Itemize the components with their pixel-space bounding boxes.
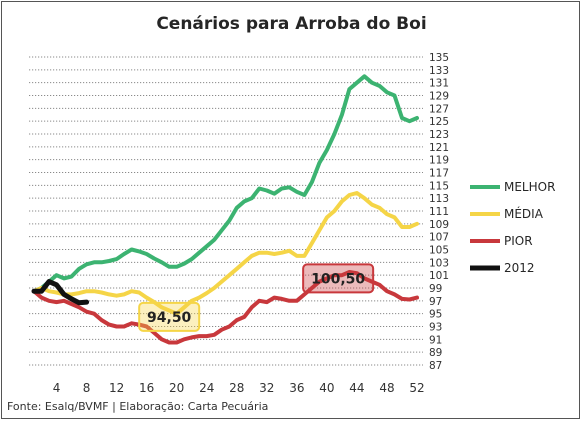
annotation-label: 94,50 bbox=[147, 310, 192, 326]
y-tick-label: 121 bbox=[429, 142, 449, 154]
grid-lines bbox=[29, 56, 423, 366]
y-tick-label: 91 bbox=[429, 334, 442, 346]
y-tick-label: 115 bbox=[429, 180, 449, 192]
series-line-pior bbox=[32, 270, 419, 345]
legend-label: 2012 bbox=[504, 261, 535, 275]
y-tick-label: 93 bbox=[429, 322, 442, 334]
source-note: Fonte: Esalq/BVMF | Elaboração: Carta Pe… bbox=[7, 400, 269, 413]
series-line-2012 bbox=[31, 279, 90, 306]
annotations: 94,50 100,50 bbox=[138, 263, 375, 332]
y-tick-label: 99 bbox=[429, 283, 442, 295]
annotation-box bbox=[138, 301, 201, 332]
annotation-box bbox=[302, 263, 375, 294]
series-line-melhor bbox=[32, 74, 419, 294]
y-tick-label: 101 bbox=[429, 270, 449, 282]
series-lines bbox=[31, 74, 419, 345]
legend: MELHOR MÉDIA PIOR 2012 bbox=[470, 180, 555, 275]
x-tick-label: 40 bbox=[319, 381, 334, 395]
x-tick-label: 28 bbox=[229, 381, 244, 395]
x-tick-label: 48 bbox=[379, 381, 394, 395]
y-tick-label: 125 bbox=[429, 116, 449, 128]
y-tick-label: 117 bbox=[429, 168, 449, 180]
y-tick-label: 133 bbox=[429, 65, 449, 77]
x-tick-label: 12 bbox=[109, 381, 124, 395]
x-tick-label: 4 bbox=[53, 381, 61, 395]
y-tick-label: 111 bbox=[429, 206, 449, 218]
y-tick-label: 105 bbox=[429, 245, 449, 257]
y-tick-label: 131 bbox=[429, 78, 449, 90]
y-tick-label: 113 bbox=[429, 193, 449, 205]
x-tick-label: 52 bbox=[409, 381, 424, 395]
chart-title: Cenários para Arroba do Boi bbox=[156, 14, 427, 34]
legend-label: MELHOR bbox=[504, 180, 555, 194]
y-tick-label: 109 bbox=[429, 219, 449, 231]
annotation-label: 100,50 bbox=[311, 271, 365, 287]
y-tick-label: 135 bbox=[429, 52, 449, 64]
legend-label: PIOR bbox=[504, 234, 533, 248]
x-axis-ticks: 4 8 12 16 20 24 28 32 36 40 44 48 52 bbox=[53, 381, 425, 395]
y-tick-label: 119 bbox=[429, 155, 449, 167]
legend-label: MÉDIA bbox=[504, 206, 544, 221]
x-tick-label: 24 bbox=[199, 381, 214, 395]
y-tick-label: 95 bbox=[429, 309, 442, 321]
y-tick-label: 103 bbox=[429, 257, 449, 269]
x-tick-label: 44 bbox=[349, 381, 364, 395]
y-axis-ticks: 8789919395979910110310510710911111311511… bbox=[429, 52, 449, 372]
y-tick-label: 127 bbox=[429, 103, 449, 115]
x-tick-label: 32 bbox=[259, 381, 274, 395]
y-tick-label: 107 bbox=[429, 232, 449, 244]
x-tick-label: 36 bbox=[289, 381, 304, 395]
y-tick-label: 97 bbox=[429, 296, 442, 308]
series-line-média bbox=[32, 191, 419, 316]
y-tick-label: 89 bbox=[429, 347, 442, 359]
y-tick-label: 123 bbox=[429, 129, 449, 141]
x-tick-label: 8 bbox=[83, 381, 91, 395]
y-tick-label: 87 bbox=[429, 360, 442, 372]
x-tick-label: 20 bbox=[169, 381, 184, 395]
x-tick-label: 16 bbox=[139, 381, 154, 395]
y-tick-label: 129 bbox=[429, 91, 449, 103]
